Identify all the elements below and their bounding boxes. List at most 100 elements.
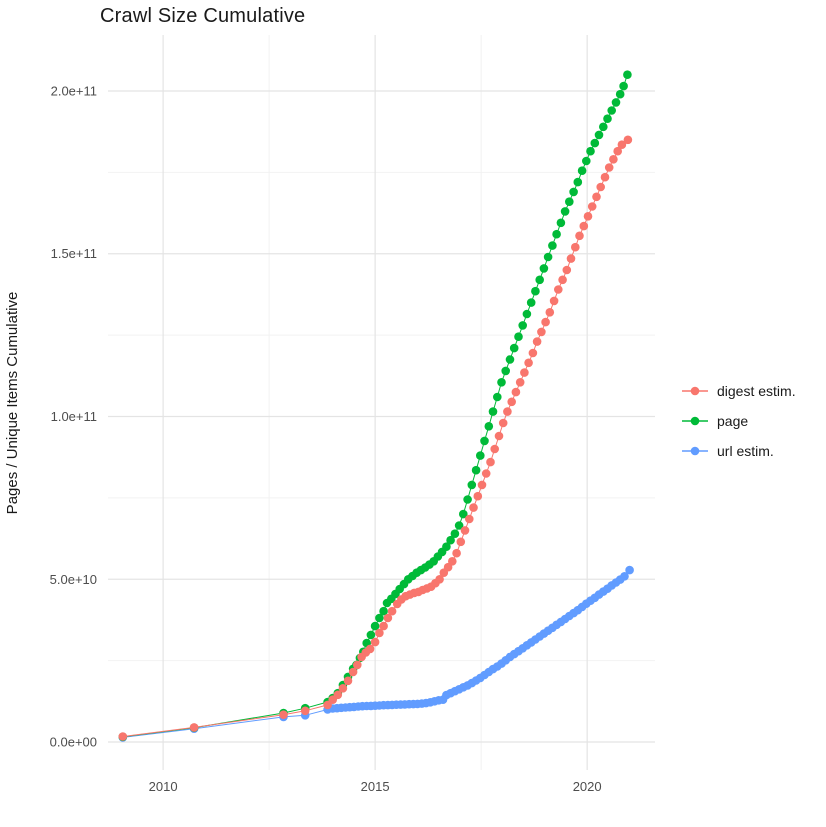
- data-point-page: [463, 495, 472, 504]
- data-point-digest-estim-: [528, 348, 538, 358]
- data-point-page: [548, 241, 557, 250]
- data-point-page: [484, 422, 494, 431]
- data-point-page: [497, 378, 506, 387]
- data-point-digest-estim-: [541, 317, 550, 327]
- data-point-digest-estim-: [524, 358, 533, 368]
- series-line-page: [122, 74, 628, 738]
- data-point-digest-estim-: [532, 337, 542, 346]
- legend: digest estim. page url estim.: [682, 381, 796, 471]
- data-point-digest-estim-: [118, 732, 128, 741]
- data-point-page: [505, 355, 515, 364]
- data-point-digest-estim-: [477, 480, 487, 490]
- data-point-page: [565, 197, 574, 206]
- y-tick-label: 1.5e+11: [51, 246, 97, 261]
- legend-item-label: page: [717, 413, 749, 429]
- data-point-digest-estim-: [511, 387, 521, 397]
- data-point-page: [607, 106, 616, 115]
- data-point-page: [522, 309, 532, 319]
- data-point-page: [590, 138, 600, 148]
- data-point-digest-estim-: [507, 397, 516, 407]
- data-point-page: [493, 392, 502, 402]
- data-point-digest-estim-: [604, 163, 614, 172]
- data-point-digest-estim-: [617, 140, 627, 149]
- data-point-digest-estim-: [558, 275, 567, 285]
- data-point-page: [514, 332, 523, 342]
- data-point-digest-estim-: [579, 221, 589, 231]
- data-point-page: [573, 177, 583, 187]
- data-point-digest-estim-: [503, 407, 512, 416]
- data-point-page: [611, 98, 621, 107]
- data-point-digest-estim-: [456, 537, 466, 547]
- data-point-page: [459, 509, 468, 519]
- y-tick-label: 1.0e+11: [51, 409, 97, 424]
- data-point-digest-estim-: [452, 548, 461, 558]
- data-point-digest-estim-: [353, 660, 362, 670]
- data-point-digest-estim-: [515, 378, 525, 387]
- data-point-page: [594, 130, 604, 140]
- data-point-digest-estim-: [448, 557, 457, 566]
- data-point-digest-estim-: [587, 202, 597, 211]
- y-axis-title: Pages / Unique Items Cumulative: [4, 291, 21, 515]
- data-point-digest-estim-: [549, 296, 559, 306]
- x-tick-label: 2020: [573, 779, 602, 794]
- legend-marker-page-icon: [682, 416, 708, 426]
- data-point-digest-estim-: [338, 684, 348, 693]
- data-point-page: [623, 70, 632, 79]
- legend-item-url-estim: url estim.: [682, 441, 796, 461]
- data-point-digest-estim-: [460, 526, 470, 535]
- data-point-digest-estim-: [387, 606, 397, 616]
- data-point-page: [488, 407, 498, 416]
- data-point-digest-estim-: [562, 265, 572, 275]
- data-point-digest-estim-: [583, 212, 593, 221]
- data-point-page: [552, 229, 561, 239]
- data-point-digest-estim-: [490, 444, 500, 454]
- data-point-digest-estim-: [609, 155, 618, 164]
- data-point-url-estim-: [625, 565, 634, 575]
- data-point-digest-estim-: [623, 135, 633, 145]
- data-point-page: [526, 298, 536, 307]
- data-point-digest-estim-: [300, 706, 310, 716]
- data-point-digest-estim-: [189, 723, 199, 732]
- data-point-digest-estim-: [333, 690, 343, 700]
- data-point-page: [619, 81, 628, 91]
- data-point-digest-estim-: [520, 368, 529, 377]
- data-point-digest-estim-: [486, 457, 495, 467]
- data-point-digest-estim-: [592, 192, 601, 202]
- data-point-page: [556, 218, 566, 228]
- data-point-page: [379, 606, 388, 616]
- chart-title: Crawl Size Cumulative: [100, 5, 306, 27]
- legend-item-label: digest estim.: [717, 383, 796, 399]
- data-point-page: [446, 535, 455, 545]
- data-point-page: [442, 542, 451, 551]
- data-point-digest-estim-: [343, 676, 353, 686]
- x-tick-label: 2010: [149, 779, 178, 794]
- data-point-page: [471, 465, 481, 475]
- y-tick-label: 5.0e+10: [50, 572, 97, 587]
- data-point-page: [454, 521, 464, 530]
- data-point-page: [476, 451, 485, 460]
- data-point-digest-estim-: [279, 710, 288, 719]
- data-point-digest-estim-: [537, 327, 546, 337]
- data-point-digest-estim-: [481, 469, 491, 478]
- data-point-page: [569, 187, 578, 197]
- data-point-page: [375, 613, 384, 623]
- data-point-page: [480, 436, 489, 446]
- data-point-digest-estim-: [365, 644, 375, 654]
- legend-item-label: url estim.: [717, 443, 774, 459]
- data-point-url-estim-: [620, 572, 629, 581]
- data-point-digest-estim-: [370, 637, 380, 647]
- data-point-page: [539, 264, 549, 273]
- legend-item-digest-estim: digest estim.: [682, 381, 796, 401]
- data-point-digest-estim-: [613, 146, 622, 156]
- data-point-page: [615, 89, 625, 99]
- series-line-url-estim-: [122, 569, 630, 738]
- data-point-digest-estim-: [554, 285, 563, 294]
- data-point-digest-estim-: [473, 491, 483, 501]
- data-point-page: [366, 630, 376, 640]
- legend-marker-url-icon: [682, 446, 708, 456]
- data-point-digest-estim-: [596, 182, 605, 192]
- data-point-digest-estim-: [469, 503, 478, 512]
- data-point-digest-estim-: [383, 613, 393, 623]
- data-point-page: [599, 122, 608, 132]
